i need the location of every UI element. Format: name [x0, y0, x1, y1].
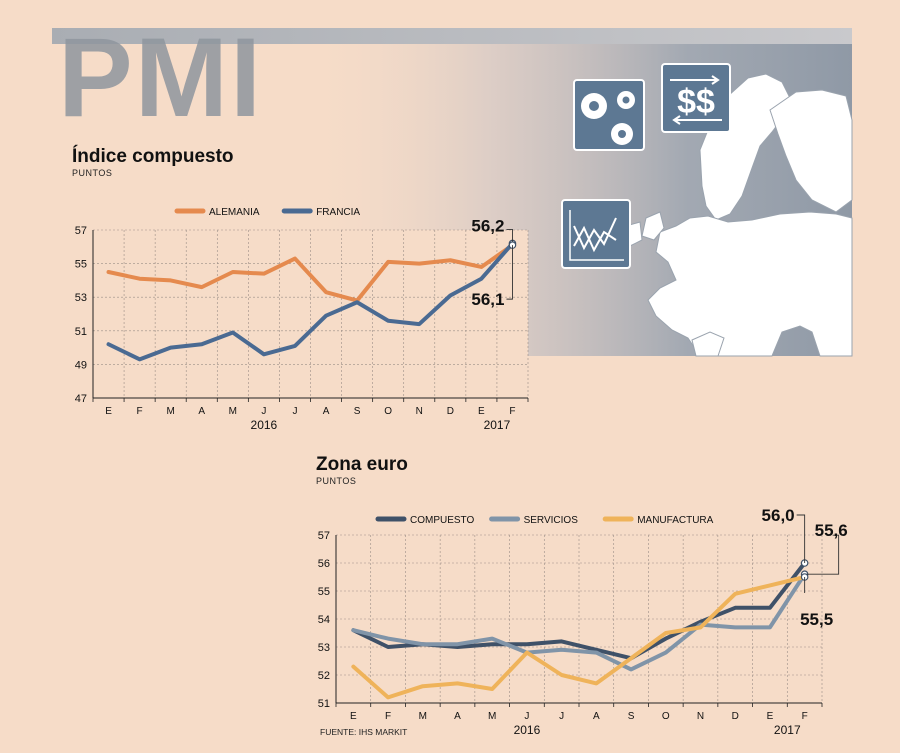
- x-tick-label: J: [261, 406, 266, 417]
- x-tick-label: S: [354, 406, 361, 417]
- x-tick-label: N: [416, 406, 423, 417]
- legend-label: ALEMANIA: [209, 207, 260, 218]
- y-tick-label: 53: [318, 642, 330, 654]
- chart2-title: Zona euro: [316, 454, 408, 475]
- x-tick-label: O: [662, 711, 670, 722]
- y-tick-label: 57: [318, 530, 330, 542]
- top-strip: [52, 28, 852, 44]
- annotation-label: 56,1: [471, 290, 504, 309]
- y-tick-label: 56: [318, 558, 330, 570]
- dollar-exchange-icon: $$: [661, 63, 731, 133]
- x-tick-label: A: [454, 711, 461, 722]
- series-line: [106, 243, 515, 303]
- series-line: [106, 241, 515, 362]
- x-tick-label: F: [802, 711, 808, 722]
- x-tick-label: A: [593, 711, 600, 722]
- year-label-2017: 2017: [774, 723, 801, 737]
- y-tick-label: 52: [318, 670, 330, 682]
- annotation-label: 55,5: [800, 610, 833, 629]
- annotation-label: 55,6: [815, 521, 848, 540]
- y-tick-label: 49: [75, 359, 87, 371]
- x-tick-label: F: [509, 406, 515, 417]
- svg-text:$$: $$: [677, 83, 715, 121]
- y-tick-label: 53: [75, 292, 87, 304]
- annotation-leader: [796, 514, 806, 563]
- x-tick-label: D: [732, 711, 739, 722]
- x-tick-label: F: [385, 711, 391, 722]
- x-tick-label: J: [559, 711, 564, 722]
- gears-icon: [573, 79, 645, 151]
- x-tick-label: M: [419, 711, 427, 722]
- chart2-subtitle: PUNTOS: [316, 476, 357, 486]
- annotation-leader: [804, 534, 840, 575]
- annotation-label: 56,2: [471, 216, 504, 235]
- x-tick-label: N: [697, 711, 704, 722]
- series-line: [351, 575, 807, 700]
- x-tick-label: F: [137, 406, 143, 417]
- x-tick-label: J: [524, 711, 529, 722]
- y-tick-label: 57: [75, 225, 87, 237]
- chart1-subtitle: PUNTOS: [72, 168, 113, 178]
- annotation-leader: [506, 228, 513, 244]
- y-tick-label: 55: [75, 259, 87, 271]
- y-tick-label: 54: [318, 614, 330, 626]
- x-tick-label: A: [323, 406, 330, 417]
- legend-label: COMPUESTO: [410, 515, 474, 526]
- x-tick-label: D: [447, 406, 454, 417]
- x-tick-label: S: [628, 711, 635, 722]
- x-tick-label: M: [488, 711, 496, 722]
- y-tick-label: 55: [318, 586, 330, 598]
- legend-label: MANUFACTURA: [637, 515, 713, 526]
- annotation-leader: [506, 245, 513, 300]
- x-tick-label: O: [384, 406, 392, 417]
- y-tick-label: 51: [318, 698, 330, 710]
- chart-analysis-icon: [561, 199, 631, 269]
- x-tick-label: J: [292, 406, 297, 417]
- x-tick-label: M: [229, 406, 237, 417]
- y-tick-label: 51: [75, 326, 87, 338]
- x-tick-label: E: [350, 711, 357, 722]
- x-tick-label: A: [198, 406, 205, 417]
- series-line: [351, 572, 807, 672]
- x-tick-label: E: [105, 406, 112, 417]
- source-note: FUENTE: IHS MARKIT: [320, 727, 408, 737]
- page-title: PMI: [58, 15, 264, 140]
- legend-label: SERVICIOS: [524, 515, 579, 526]
- annotation-label: 56,0: [762, 506, 795, 525]
- legend-label: FRANCIA: [316, 207, 360, 218]
- year-label-2017: 2017: [484, 418, 511, 432]
- y-tick-label: 47: [75, 393, 87, 405]
- year-label-2016: 2016: [251, 418, 278, 432]
- x-tick-label: M: [167, 406, 175, 417]
- year-label-2016: 2016: [514, 723, 541, 737]
- chart1-title: Índice compuesto: [72, 146, 234, 167]
- x-tick-label: E: [478, 406, 485, 417]
- x-tick-label: E: [767, 711, 774, 722]
